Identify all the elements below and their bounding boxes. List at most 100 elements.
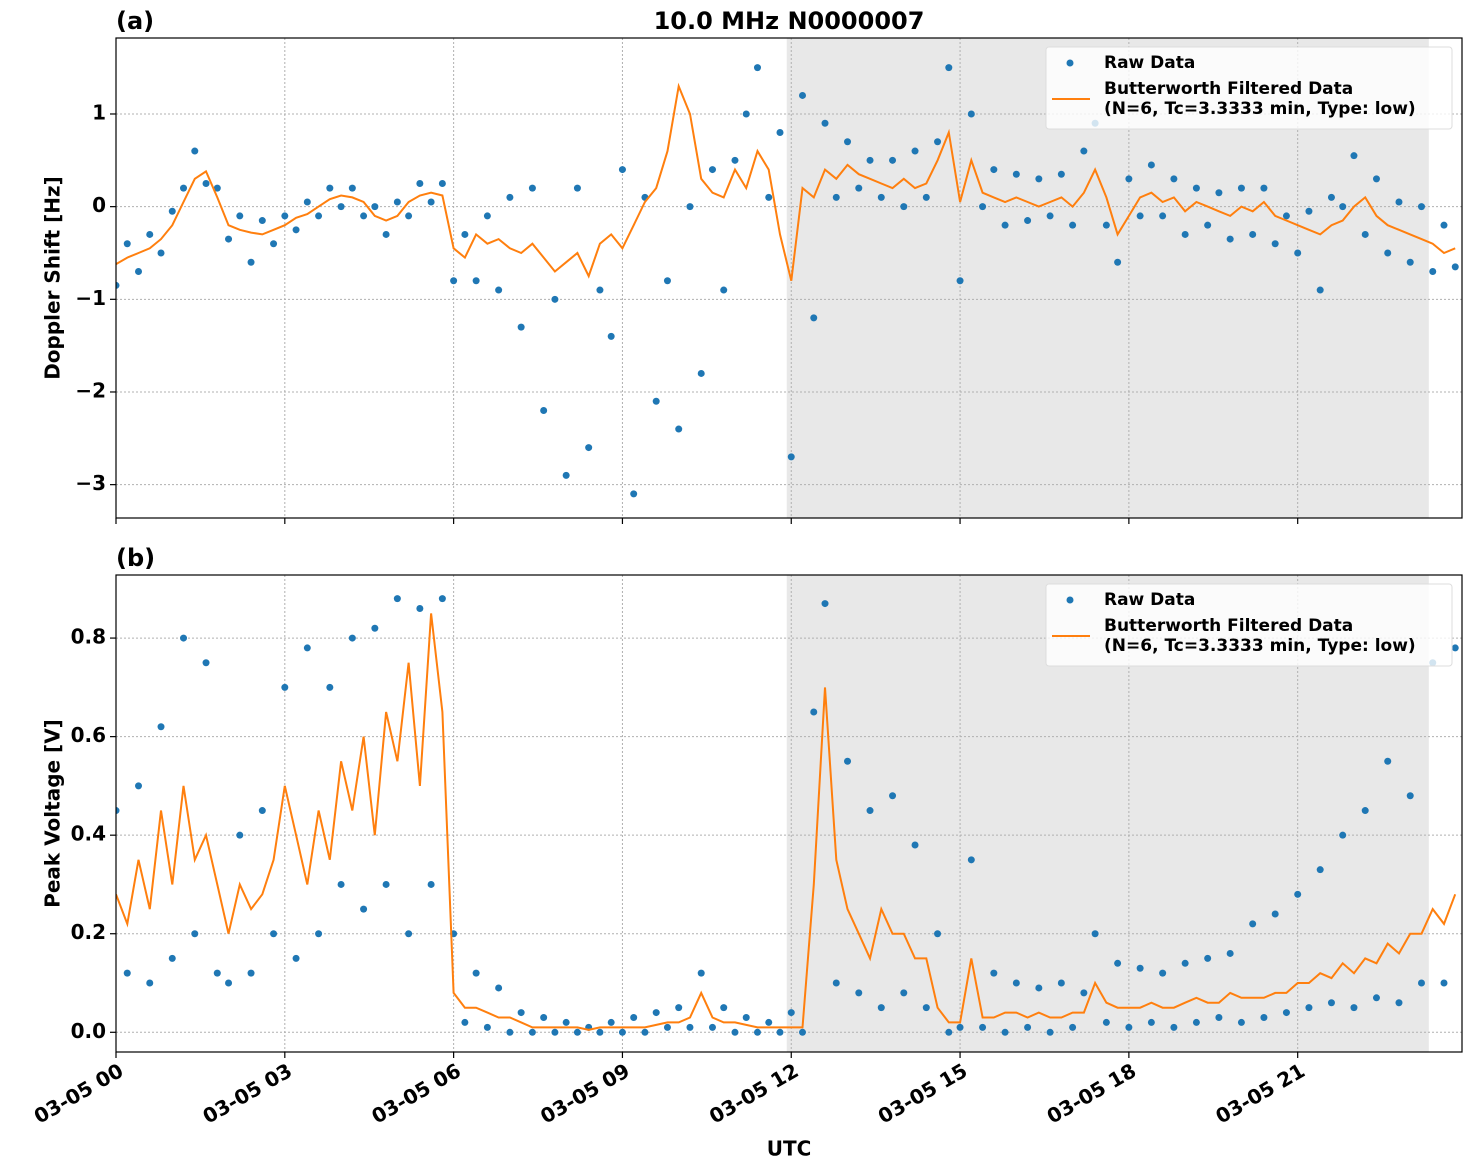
raw-data-point [202,659,210,667]
raw-data-point [1136,212,1144,220]
raw-data-point [517,323,525,331]
raw-data-point [1294,890,1302,898]
raw-data-point [607,1018,615,1026]
raw-data-point [697,369,705,377]
raw-data-point [585,444,593,452]
raw-data-point [540,1014,548,1022]
raw-data-point [1046,1028,1054,1036]
raw-data-point [135,268,143,276]
raw-data-point [1215,189,1223,197]
raw-data-point [562,1018,570,1026]
legend-label: Butterworth Filtered Data [1104,616,1353,636]
raw-data-point [1080,989,1088,997]
raw-data-point [1204,221,1212,229]
raw-data-point [720,1004,728,1012]
raw-data-point [1091,930,1099,938]
raw-data-point [168,954,176,962]
raw-data-point [765,193,773,201]
raw-data-point [225,235,233,243]
raw-data-point [461,1018,469,1026]
raw-data-point [123,240,131,248]
raw-data-point [787,1009,795,1017]
raw-data-point [911,147,919,155]
raw-data-point [416,605,424,613]
raw-data-point [945,1028,953,1036]
raw-data-point [675,425,683,433]
raw-data-point [1282,1009,1290,1017]
raw-data-point [753,64,761,72]
raw-data-point [1327,193,1335,201]
raw-data-point [618,1028,626,1036]
raw-data-point [866,807,874,815]
raw-data-point [528,1028,536,1036]
raw-data-point [967,856,975,864]
raw-data-point [1384,249,1392,257]
panel-label: (a) [116,7,154,35]
y-tick-label: 0.2 [71,920,106,944]
raw-data-point [371,203,379,211]
raw-data-point [1429,268,1437,276]
raw-data-point [1451,644,1459,652]
y-tick-label: −3 [75,471,106,495]
filtered-line [116,82,1456,282]
raw-data-point [1159,969,1167,977]
raw-data-point [506,1028,514,1036]
raw-data-point [1417,203,1425,211]
raw-data-point [731,156,739,164]
raw-data-point [618,166,626,174]
raw-data-point [686,203,694,211]
raw-data-point [236,831,244,839]
raw-data-point [146,979,154,987]
raw-data-point [1237,1018,1245,1026]
raw-data-point [540,407,548,415]
raw-data-point [270,930,278,938]
legend-label-detail: (N=6, Tc=3.3333 min, Type: low) [1104,99,1416,119]
raw-data-point [1114,959,1122,967]
legend-label: Raw Data [1104,590,1195,610]
raw-data-point [776,129,784,137]
raw-data-point [191,930,199,938]
x-tick-label: 03-05 00 [30,1058,128,1128]
raw-data-point [1204,954,1212,962]
raw-data-point [236,212,244,220]
raw-data-point [900,203,908,211]
raw-data-point [731,1028,739,1036]
raw-data-point [821,600,829,608]
x-axis-label: UTC [767,1137,812,1161]
raw-data-point [1361,230,1369,238]
raw-data-point [180,634,188,642]
raw-data-point [776,1028,784,1036]
y-tick-label: 0.6 [71,723,106,747]
raw-data-point [1125,175,1133,183]
raw-data-point [1181,230,1189,238]
raw-data-point [1316,866,1324,874]
raw-data-point [1001,221,1009,229]
raw-data-point [1361,807,1369,815]
raw-data-point [1339,203,1347,211]
raw-data-point [1181,959,1189,967]
raw-data-point [326,683,334,691]
raw-data-point [844,138,852,146]
raw-data-point [360,212,368,220]
legend-box [1045,583,1453,667]
raw-data-point [213,184,221,192]
raw-data-point [1192,1018,1200,1026]
raw-data-point [405,212,413,220]
raw-data-point [326,184,334,192]
y-tick-label: 0 [92,193,106,217]
raw-data-point [1451,263,1459,271]
x-tick-label: 03-05 09 [536,1058,634,1128]
raw-data-point [1372,994,1380,1002]
raw-data-point [1102,1018,1110,1026]
raw-data-point [157,249,165,257]
raw-data-point [799,1028,807,1036]
raw-data-point [528,184,536,192]
raw-data-point [934,930,942,938]
raw-data-point [855,989,863,997]
raw-data-point [787,453,795,461]
raw-data-point [281,683,289,691]
raw-data-point [1035,984,1043,992]
raw-data-point [1226,235,1234,243]
raw-data-point [438,595,446,603]
